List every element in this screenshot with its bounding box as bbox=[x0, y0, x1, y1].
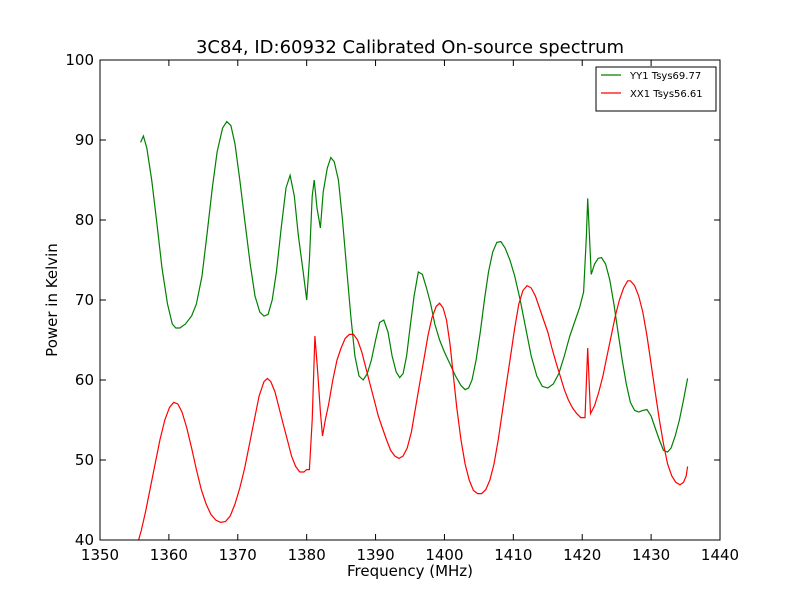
x-tick-label: 1360 bbox=[150, 546, 188, 564]
ticks-layer: 1350 1360 1370 1380 1390 1400 1410 1420 1430 1440… bbox=[65, 51, 739, 564]
y-tick-label: 60 bbox=[75, 371, 94, 389]
x-tick-label: 1370 bbox=[219, 546, 257, 564]
legend-label: XX1 Tsys56.61 bbox=[630, 89, 703, 100]
legend: YY1 Tsys69.77 XX1 Tsys56.61 bbox=[595, 66, 717, 112]
x-tick-label: 1390 bbox=[356, 546, 394, 564]
x-tick-label: 1350 bbox=[81, 546, 119, 564]
x-tick-label: 1410 bbox=[494, 546, 532, 564]
legend-box bbox=[595, 66, 717, 112]
y-tick-label: 50 bbox=[75, 451, 94, 469]
series-line-0 bbox=[140, 120, 689, 453]
y-tick-label: 90 bbox=[75, 131, 94, 149]
x-tick-label: 1430 bbox=[632, 546, 670, 564]
x-tick-label: 1380 bbox=[288, 546, 326, 564]
y-axis-title: Power in Kelvin bbox=[43, 243, 61, 357]
x-tick-label: 1400 bbox=[425, 546, 463, 564]
legend-label: YY1 Tsys69.77 bbox=[629, 71, 701, 82]
chart-title: 3C84, ID:60932 Calibrated On-source spec… bbox=[196, 37, 624, 58]
x-tick-label: 1440 bbox=[701, 546, 739, 564]
series-line-1 bbox=[138, 280, 689, 540]
y-tick-label: 100 bbox=[65, 51, 94, 69]
y-tick-label: 40 bbox=[75, 531, 94, 549]
series-layer bbox=[138, 120, 689, 540]
y-tick-label: 70 bbox=[75, 291, 94, 309]
y-tick-label: 80 bbox=[75, 211, 94, 229]
x-axis-title: Frequency (MHz) bbox=[347, 562, 473, 580]
x-tick-label: 1420 bbox=[563, 546, 601, 564]
